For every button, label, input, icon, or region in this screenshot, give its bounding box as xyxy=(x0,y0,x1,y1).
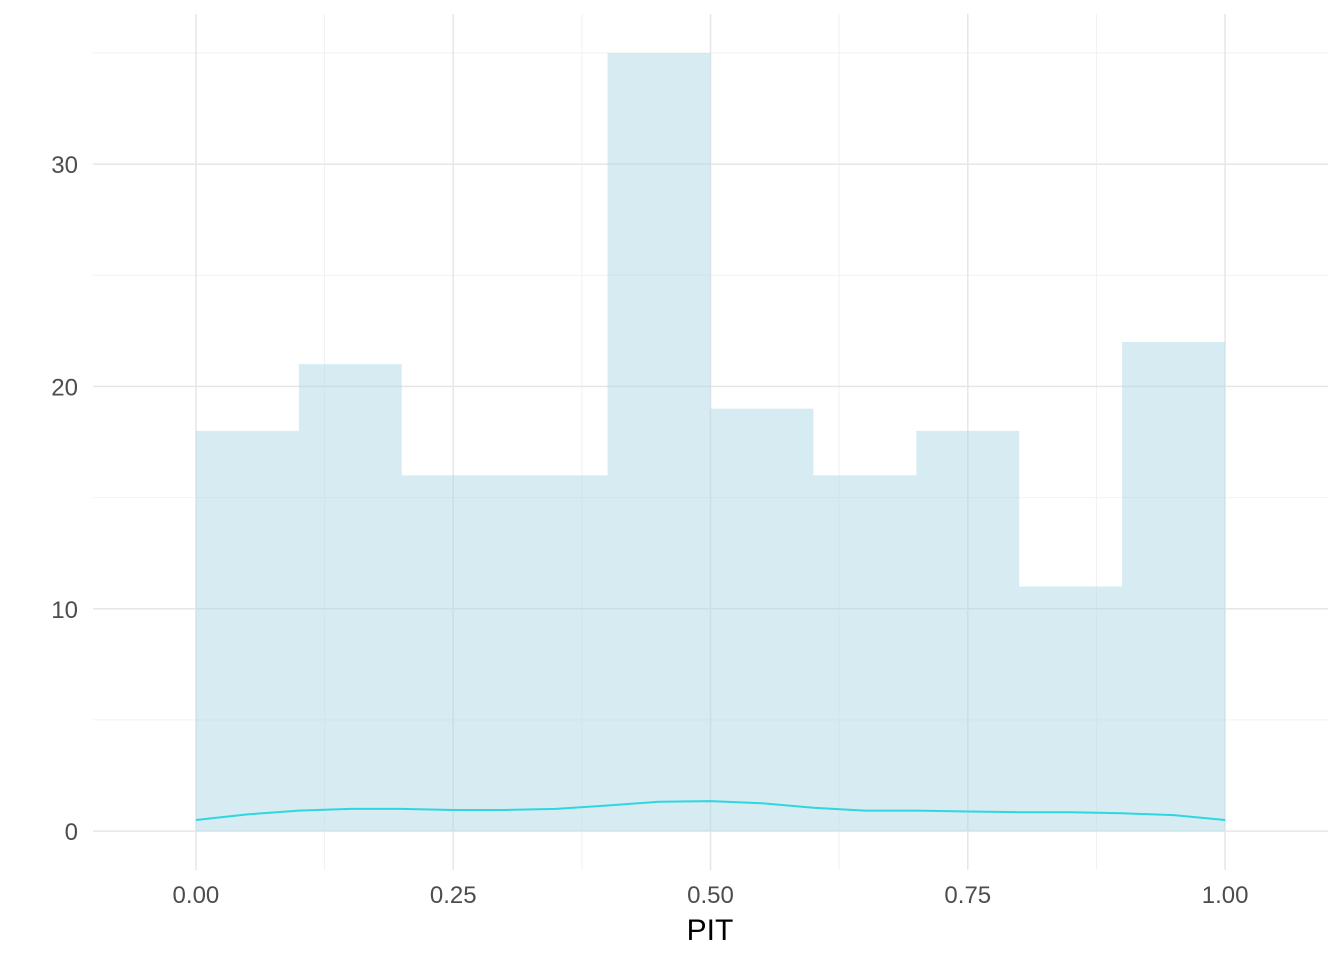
density-line xyxy=(195,800,1226,821)
histogram-bars xyxy=(195,52,1226,832)
histogram-bar xyxy=(401,475,505,832)
y-tick-label: 0 xyxy=(65,819,78,846)
histogram-bar xyxy=(607,52,711,832)
y-tick-label: 30 xyxy=(51,152,78,179)
y-axis-tick-labels: 0 10 20 30 xyxy=(51,152,78,846)
y-tick-label: 20 xyxy=(51,374,78,401)
histogram-bar xyxy=(298,364,402,832)
histogram-bar xyxy=(1122,341,1226,832)
x-tick-label: 0.75 xyxy=(944,882,991,909)
x-axis-title: PIT xyxy=(687,914,734,947)
x-tick-label: 0.50 xyxy=(687,882,734,909)
x-tick-label: 0.25 xyxy=(430,882,477,909)
histogram-bar xyxy=(710,408,814,832)
histogram-bar xyxy=(195,430,299,832)
histogram-bar xyxy=(1019,586,1123,832)
x-tick-label: 1.00 xyxy=(1202,882,1249,909)
histogram-bar xyxy=(504,475,608,832)
x-tick-label: 0.00 xyxy=(173,882,220,909)
histogram-bar xyxy=(813,475,917,832)
histogram-bar xyxy=(916,430,1020,832)
y-tick-label: 10 xyxy=(51,597,78,624)
x-axis-tick-labels: 0.00 0.25 0.50 0.75 1.00 xyxy=(173,882,1249,909)
density-curve-layer xyxy=(195,800,1226,821)
